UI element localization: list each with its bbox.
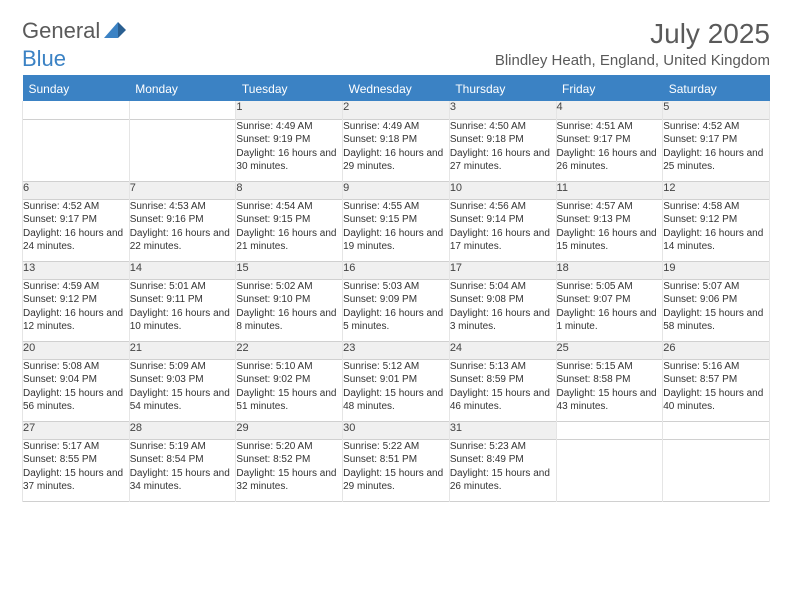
day-content-cell: Sunrise: 5:15 AMSunset: 8:58 PMDaylight:… [556, 359, 663, 421]
day-number-cell: 5 [663, 101, 770, 119]
day-content-cell: Sunrise: 5:02 AMSunset: 9:10 PMDaylight:… [236, 279, 343, 341]
day-content-cell: Sunrise: 5:05 AMSunset: 9:07 PMDaylight:… [556, 279, 663, 341]
day-number-cell: 29 [236, 421, 343, 439]
day-content-cell: Sunrise: 5:12 AMSunset: 9:01 PMDaylight:… [343, 359, 450, 421]
day-number-cell: 21 [129, 341, 236, 359]
day-content-cell: Sunrise: 4:49 AMSunset: 9:18 PMDaylight:… [343, 119, 450, 181]
day-number-cell: 8 [236, 181, 343, 199]
day-content-cell [663, 439, 770, 501]
header: General July 2025 Blindley Heath, Englan… [22, 18, 770, 69]
day-number-cell: 24 [449, 341, 556, 359]
day-content-cell: Sunrise: 5:09 AMSunset: 9:03 PMDaylight:… [129, 359, 236, 421]
weekday-header: Monday [129, 76, 236, 101]
day-number-cell: 19 [663, 261, 770, 279]
day-number-cell: 30 [343, 421, 450, 439]
day-content-row: Sunrise: 4:59 AMSunset: 9:12 PMDaylight:… [23, 279, 770, 341]
day-number-cell: 12 [663, 181, 770, 199]
day-number-cell: 25 [556, 341, 663, 359]
day-number-cell: 15 [236, 261, 343, 279]
day-number-cell: 10 [449, 181, 556, 199]
day-number-cell [129, 101, 236, 119]
day-content-cell: Sunrise: 5:17 AMSunset: 8:55 PMDaylight:… [23, 439, 130, 501]
calendar-table: Sunday Monday Tuesday Wednesday Thursday… [22, 75, 770, 502]
logo-triangle-icon [104, 20, 126, 43]
day-number-cell: 20 [23, 341, 130, 359]
day-number-cell: 1 [236, 101, 343, 119]
day-number-cell: 18 [556, 261, 663, 279]
day-number-cell: 26 [663, 341, 770, 359]
day-number-cell: 17 [449, 261, 556, 279]
day-number-cell: 23 [343, 341, 450, 359]
weekday-header: Sunday [23, 76, 130, 101]
day-number-row: 2728293031 [23, 421, 770, 439]
month-title: July 2025 [495, 18, 770, 50]
day-content-cell: Sunrise: 5:08 AMSunset: 9:04 PMDaylight:… [23, 359, 130, 421]
day-content-cell: Sunrise: 5:01 AMSunset: 9:11 PMDaylight:… [129, 279, 236, 341]
logo: General [22, 18, 128, 44]
day-content-cell: Sunrise: 4:58 AMSunset: 9:12 PMDaylight:… [663, 199, 770, 261]
day-number-cell: 13 [23, 261, 130, 279]
day-content-cell: Sunrise: 4:56 AMSunset: 9:14 PMDaylight:… [449, 199, 556, 261]
day-number-cell: 4 [556, 101, 663, 119]
location-text: Blindley Heath, England, United Kingdom [495, 52, 770, 69]
day-number-row: 6789101112 [23, 181, 770, 199]
day-number-cell: 3 [449, 101, 556, 119]
logo-text-blue: Blue [22, 46, 66, 71]
day-content-cell [23, 119, 130, 181]
title-block: July 2025 Blindley Heath, England, Unite… [495, 18, 770, 69]
weekday-header: Tuesday [236, 76, 343, 101]
day-content-cell: Sunrise: 4:51 AMSunset: 9:17 PMDaylight:… [556, 119, 663, 181]
day-content-cell: Sunrise: 4:53 AMSunset: 9:16 PMDaylight:… [129, 199, 236, 261]
day-content-cell: Sunrise: 5:04 AMSunset: 9:08 PMDaylight:… [449, 279, 556, 341]
day-content-cell: Sunrise: 4:57 AMSunset: 9:13 PMDaylight:… [556, 199, 663, 261]
day-content-cell: Sunrise: 4:49 AMSunset: 9:19 PMDaylight:… [236, 119, 343, 181]
day-content-cell: Sunrise: 5:03 AMSunset: 9:09 PMDaylight:… [343, 279, 450, 341]
day-number-cell: 27 [23, 421, 130, 439]
day-number-cell: 16 [343, 261, 450, 279]
day-number-cell: 14 [129, 261, 236, 279]
day-content-cell: Sunrise: 5:22 AMSunset: 8:51 PMDaylight:… [343, 439, 450, 501]
day-content-cell: Sunrise: 4:52 AMSunset: 9:17 PMDaylight:… [663, 119, 770, 181]
day-content-cell: Sunrise: 4:52 AMSunset: 9:17 PMDaylight:… [23, 199, 130, 261]
weekday-header: Wednesday [343, 76, 450, 101]
weekday-header-row: Sunday Monday Tuesday Wednesday Thursday… [23, 76, 770, 101]
day-number-row: 20212223242526 [23, 341, 770, 359]
day-content-row: Sunrise: 5:17 AMSunset: 8:55 PMDaylight:… [23, 439, 770, 501]
day-content-cell: Sunrise: 5:23 AMSunset: 8:49 PMDaylight:… [449, 439, 556, 501]
day-content-cell: Sunrise: 4:54 AMSunset: 9:15 PMDaylight:… [236, 199, 343, 261]
day-content-cell: Sunrise: 4:50 AMSunset: 9:18 PMDaylight:… [449, 119, 556, 181]
day-content-cell: Sunrise: 5:19 AMSunset: 8:54 PMDaylight:… [129, 439, 236, 501]
day-content-cell: Sunrise: 5:07 AMSunset: 9:06 PMDaylight:… [663, 279, 770, 341]
day-content-cell: Sunrise: 4:55 AMSunset: 9:15 PMDaylight:… [343, 199, 450, 261]
day-content-cell: Sunrise: 4:59 AMSunset: 9:12 PMDaylight:… [23, 279, 130, 341]
day-number-cell: 11 [556, 181, 663, 199]
day-number-cell [663, 421, 770, 439]
day-number-cell [23, 101, 130, 119]
day-number-cell: 6 [23, 181, 130, 199]
weekday-header: Friday [556, 76, 663, 101]
day-content-cell: Sunrise: 5:10 AMSunset: 9:02 PMDaylight:… [236, 359, 343, 421]
weekday-header: Saturday [663, 76, 770, 101]
day-number-cell: 9 [343, 181, 450, 199]
day-content-row: Sunrise: 4:49 AMSunset: 9:19 PMDaylight:… [23, 119, 770, 181]
day-content-cell: Sunrise: 5:20 AMSunset: 8:52 PMDaylight:… [236, 439, 343, 501]
day-content-cell: Sunrise: 5:16 AMSunset: 8:57 PMDaylight:… [663, 359, 770, 421]
day-content-row: Sunrise: 4:52 AMSunset: 9:17 PMDaylight:… [23, 199, 770, 261]
day-number-row: 12345 [23, 101, 770, 119]
day-number-row: 13141516171819 [23, 261, 770, 279]
day-number-cell: 31 [449, 421, 556, 439]
day-content-cell: Sunrise: 5:13 AMSunset: 8:59 PMDaylight:… [449, 359, 556, 421]
day-number-cell: 28 [129, 421, 236, 439]
day-number-cell: 22 [236, 341, 343, 359]
weekday-header: Thursday [449, 76, 556, 101]
day-content-cell [556, 439, 663, 501]
day-number-cell: 7 [129, 181, 236, 199]
day-number-cell [556, 421, 663, 439]
day-content-row: Sunrise: 5:08 AMSunset: 9:04 PMDaylight:… [23, 359, 770, 421]
day-number-cell: 2 [343, 101, 450, 119]
logo-text-general: General [22, 18, 100, 44]
day-content-cell [129, 119, 236, 181]
